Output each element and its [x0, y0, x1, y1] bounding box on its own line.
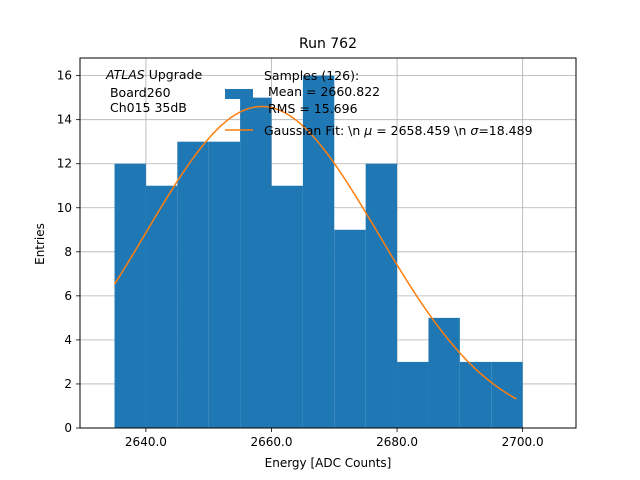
x-tick-label-3: 2700.0 — [502, 435, 544, 449]
histogram-bar-10 — [428, 317, 460, 428]
legend-fit-label: Gaussian Fit: \n μ = 2658.459 \n σ=18.48… — [264, 123, 533, 138]
legend-hist-line-2: Mean = 2660.822 — [264, 84, 380, 99]
y-tick-label-1: 2 — [64, 377, 72, 391]
legend-hist-line-1: Samples (126): — [264, 68, 359, 83]
x-tick-label-1: 2660.0 — [250, 435, 292, 449]
histogram-bar-6 — [302, 75, 335, 428]
y-tick-label-4: 8 — [64, 245, 72, 259]
legend-hist-swatch — [225, 89, 253, 99]
atlas-annotation: ATLAS Upgrade Board260 Ch015 35dB — [105, 67, 202, 115]
annotation-upgrade: Upgrade — [145, 67, 203, 82]
legend: Samples (126): Mean = 2660.822 RMS = 15.… — [225, 68, 533, 138]
y-axis-ticks: 0 2 4 6 8 10 12 14 16 — [57, 69, 80, 435]
histogram-bars — [114, 75, 523, 429]
y-tick-label-7: 14 — [57, 113, 72, 127]
plot-frame — [79, 57, 577, 429]
y-tick-label-6: 12 — [57, 157, 72, 171]
legend-fit-prefix: Gaussian Fit: \n — [264, 123, 364, 138]
y-tick-label-5: 10 — [57, 201, 72, 215]
legend-fit-sigma-symbol: σ — [470, 123, 479, 138]
histogram-bar-0 — [114, 163, 146, 428]
legend-fit-mu-value: = 2658.459 \n — [372, 123, 470, 138]
histogram-bar-8 — [365, 163, 398, 428]
histogram-bar-12 — [491, 361, 523, 428]
histogram-bar-5 — [271, 185, 303, 428]
x-tick-label-0: 2640.0 — [125, 435, 167, 449]
legend-hist-line-3: RMS = 15.696 — [264, 101, 358, 116]
y-axis-label: Entries — [33, 223, 47, 265]
y-tick-label-8: 16 — [57, 69, 72, 83]
x-axis-ticks: 2640.0 2660.0 2680.0 2700.0 — [125, 428, 544, 449]
legend-fit-sigma-value: =18.489 — [478, 123, 532, 138]
histogram-bar-9 — [397, 361, 429, 428]
annotation-line-1: ATLAS Upgrade — [105, 67, 202, 82]
gaussian-fit-curve — [113, 105, 517, 400]
histogram-bar-2 — [177, 141, 209, 428]
histogram-bar-3 — [208, 141, 241, 428]
y-tick-label-0: 0 — [64, 421, 72, 435]
legend-fit-mu-symbol: μ — [363, 123, 372, 138]
histogram-bar-1 — [145, 185, 178, 428]
annotation-line-2: Board260 — [106, 85, 171, 100]
x-tick-label-2: 2680.0 — [376, 435, 418, 449]
histogram-bar-7 — [334, 229, 366, 428]
chart-title: Run 762 — [299, 36, 357, 52]
x-axis-label: Energy [ADC Counts] — [265, 456, 392, 470]
y-tick-label-3: 6 — [64, 289, 72, 303]
histogram-bar-4 — [240, 97, 272, 429]
y-tick-label-2: 4 — [64, 333, 72, 347]
histogram-bar-11 — [459, 361, 492, 428]
annotation-line-3: Ch015 35dB — [106, 100, 187, 115]
annotation-atlas: ATLAS — [105, 67, 145, 82]
fit-curve-line — [113, 105, 517, 400]
